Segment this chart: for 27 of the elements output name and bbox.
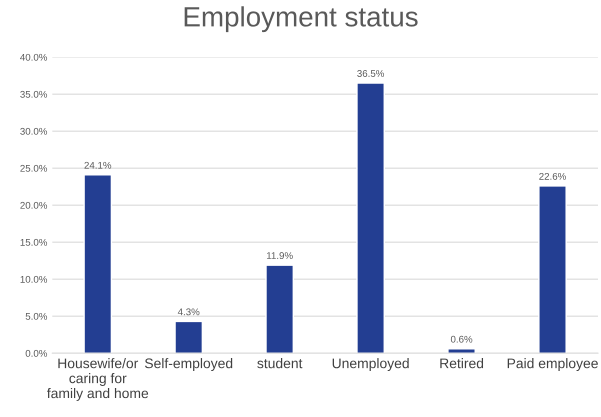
y-tick-label: 40.0% <box>20 54 48 61</box>
bar <box>83 174 112 354</box>
y-tick-label: 20.0% <box>20 202 48 209</box>
x-tick-label: Unemployed <box>332 358 409 372</box>
y-tick-label: 10.0% <box>20 276 48 283</box>
bar <box>447 348 476 354</box>
y-tick-label: 15.0% <box>20 238 48 246</box>
data-label: 36.5% <box>357 70 384 77</box>
y-tick-label: 5.0% <box>26 312 48 320</box>
y-tick-label: 25.0% <box>20 164 48 172</box>
x-tick-label: Self-employed <box>144 358 232 372</box>
x-tick-label: Paid employee <box>508 358 598 372</box>
bar <box>356 82 385 354</box>
bar <box>174 320 204 354</box>
bar <box>265 264 294 354</box>
data-label: 0.6% <box>450 336 472 343</box>
y-tick-label: 30.0% <box>20 128 48 135</box>
y-tick-label: 0.0% <box>26 350 48 357</box>
chart-title: Employment status <box>184 6 418 32</box>
data-label: 11.9% <box>266 252 293 260</box>
x-tick-label: Retired <box>440 358 484 368</box>
data-label: 22.6% <box>539 172 566 180</box>
x-tick-label: student <box>257 358 302 368</box>
data-label: 24.1% <box>84 162 112 169</box>
y-tick-label: 35.0% <box>20 90 48 98</box>
data-label: 4.3% <box>178 308 200 316</box>
bar <box>538 185 567 354</box>
